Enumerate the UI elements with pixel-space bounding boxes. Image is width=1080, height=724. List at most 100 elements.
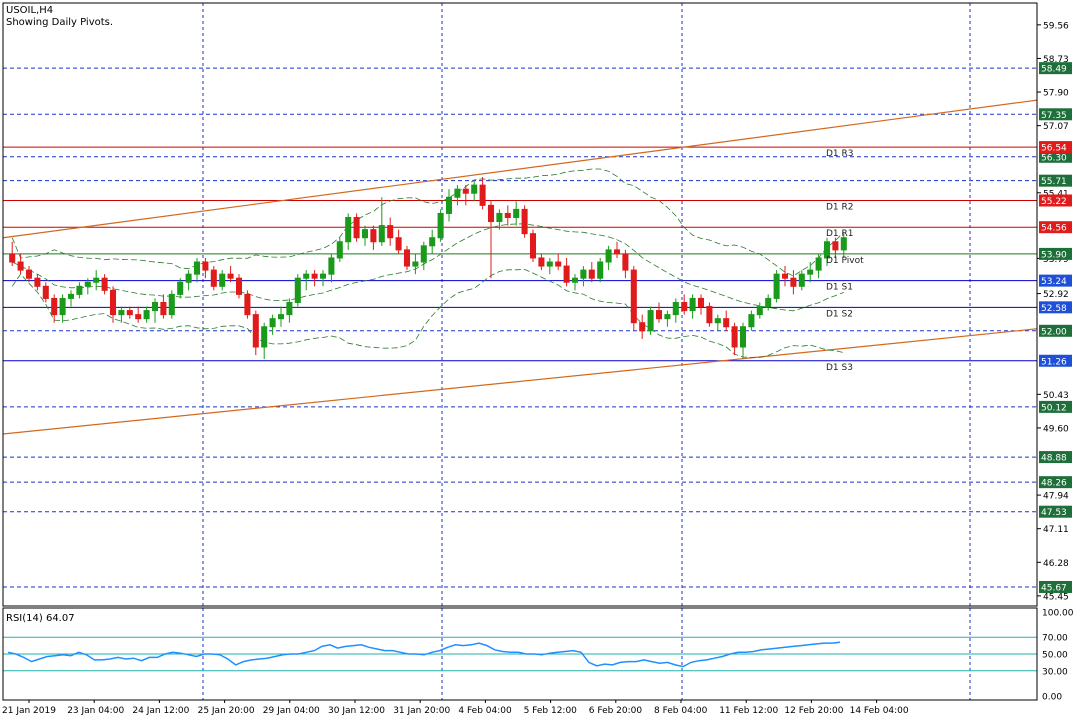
candle[interactable]	[319, 270, 327, 287]
candle[interactable]	[697, 294, 705, 315]
candle-body[interactable]	[723, 318, 730, 328]
candle[interactable]	[546, 257, 553, 275]
candle[interactable]	[25, 266, 33, 283]
candle-body[interactable]	[286, 301, 293, 316]
candle[interactable]	[101, 274, 108, 295]
candle[interactable]	[244, 290, 251, 319]
candle-body[interactable]	[76, 285, 83, 295]
candle-body[interactable]	[403, 249, 411, 267]
candle[interactable]	[832, 237, 839, 258]
candle[interactable]	[378, 197, 385, 246]
candle-body[interactable]	[51, 297, 58, 316]
candle[interactable]	[731, 322, 738, 356]
candle-body[interactable]	[823, 241, 831, 259]
candle-body[interactable]	[588, 269, 595, 279]
candle-body[interactable]	[294, 277, 301, 303]
candle-body[interactable]	[647, 310, 654, 332]
candle[interactable]	[93, 270, 100, 291]
candle[interactable]	[681, 294, 688, 315]
candle[interactable]	[840, 233, 847, 258]
candle[interactable]	[580, 266, 587, 287]
candle[interactable]	[496, 209, 503, 230]
candle[interactable]	[294, 274, 301, 307]
candle-body[interactable]	[160, 301, 167, 316]
candle-body[interactable]	[93, 277, 100, 283]
candle-body[interactable]	[17, 261, 24, 271]
candle[interactable]	[765, 294, 772, 311]
candle-body[interactable]	[303, 273, 310, 279]
candle-body[interactable]	[773, 273, 780, 299]
candle-body[interactable]	[479, 184, 486, 206]
candle[interactable]	[571, 274, 579, 291]
candle-body[interactable]	[756, 306, 763, 316]
candle-body[interactable]	[731, 326, 738, 348]
candle[interactable]	[235, 274, 243, 299]
candle-body[interactable]	[513, 208, 520, 218]
candle[interactable]	[639, 314, 646, 339]
candle-body[interactable]	[807, 269, 814, 275]
candle-body[interactable]	[672, 301, 679, 316]
candle[interactable]	[462, 185, 469, 206]
candle-body[interactable]	[34, 277, 41, 287]
candle-body[interactable]	[681, 301, 688, 312]
candle-body[interactable]	[227, 273, 234, 279]
candle[interactable]	[252, 310, 259, 356]
candle-body[interactable]	[361, 229, 369, 239]
candle-body[interactable]	[781, 273, 789, 279]
candle-body[interactable]	[143, 310, 150, 320]
candle-body[interactable]	[328, 257, 335, 275]
candle[interactable]	[345, 213, 352, 250]
candle-body[interactable]	[529, 233, 537, 259]
candle-body[interactable]	[462, 188, 469, 194]
candle[interactable]	[311, 270, 318, 287]
candle[interactable]	[756, 302, 763, 319]
candle-body[interactable]	[202, 261, 209, 271]
candle[interactable]	[529, 229, 537, 263]
candle-body[interactable]	[42, 285, 49, 299]
candle[interactable]	[361, 225, 369, 246]
candle[interactable]	[454, 185, 461, 206]
candle[interactable]	[59, 294, 66, 323]
candle-body[interactable]	[521, 208, 528, 235]
candle[interactable]	[126, 306, 133, 319]
candle-body[interactable]	[454, 188, 461, 198]
candle-body[interactable]	[135, 314, 142, 320]
candle-body[interactable]	[345, 216, 352, 243]
candle-body[interactable]	[445, 196, 453, 214]
candle-body[interactable]	[168, 293, 175, 316]
candle-body[interactable]	[336, 241, 343, 259]
candle-body[interactable]	[622, 253, 629, 271]
candle-body[interactable]	[580, 269, 587, 279]
candle[interactable]	[714, 314, 721, 331]
candle[interactable]	[429, 229, 436, 254]
candle[interactable]	[773, 270, 780, 303]
candle[interactable]	[261, 322, 268, 360]
candle[interactable]	[67, 290, 75, 307]
candle[interactable]	[17, 253, 24, 275]
candle-body[interactable]	[706, 306, 713, 324]
candle-body[interactable]	[613, 249, 621, 255]
candle-body[interactable]	[353, 216, 360, 239]
candle-body[interactable]	[420, 245, 427, 263]
candle[interactable]	[597, 257, 604, 283]
candle-body[interactable]	[387, 225, 394, 239]
candle-body[interactable]	[639, 322, 646, 332]
candle[interactable]	[9, 241, 16, 267]
candle-body[interactable]	[151, 301, 159, 312]
candle[interactable]	[370, 225, 377, 250]
candle-body[interactable]	[261, 326, 268, 348]
candle[interactable]	[672, 298, 679, 323]
candle-body[interactable]	[798, 273, 805, 287]
candle[interactable]	[227, 266, 234, 283]
candle-body[interactable]	[210, 269, 217, 287]
candle-body[interactable]	[555, 261, 562, 267]
candle[interactable]	[143, 306, 150, 323]
candle[interactable]	[471, 181, 478, 202]
candle[interactable]	[109, 286, 117, 323]
candle-body[interactable]	[59, 297, 66, 316]
candle-body[interactable]	[597, 261, 604, 279]
candle[interactable]	[815, 253, 822, 279]
candle[interactable]	[748, 310, 755, 331]
candle-body[interactable]	[395, 237, 402, 251]
candle-body[interactable]	[689, 297, 696, 312]
